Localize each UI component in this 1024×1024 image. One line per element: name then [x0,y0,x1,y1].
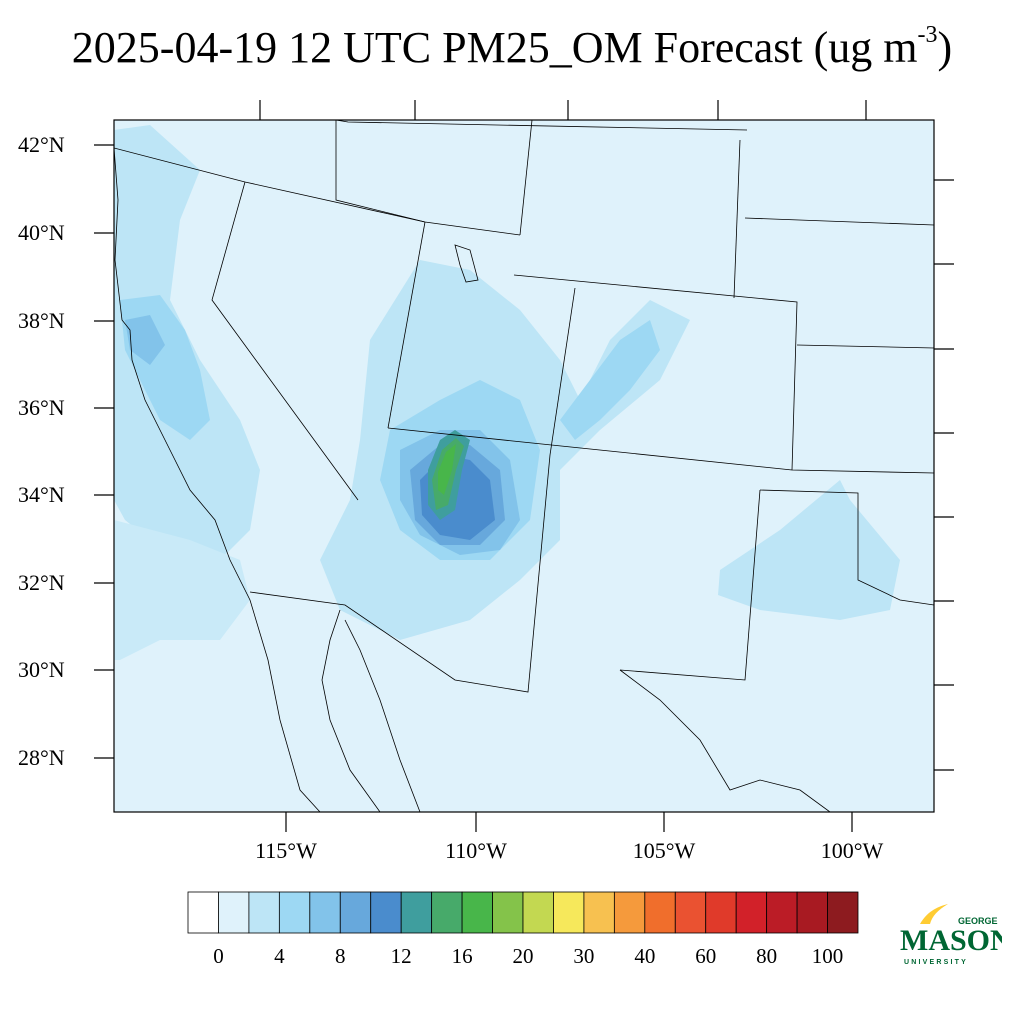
colorbar-swatch [278,891,311,934]
contour-6-colorado [560,320,660,440]
colorbar-swatch [400,891,433,934]
coastline-gulf-of-california [321,609,381,812]
plot-title-close: ) [937,23,953,72]
colorbar-swatch [431,891,463,934]
george-mason-logo: GEORGE MASON UNIVERSITY [900,904,1002,966]
rio-grande [619,669,831,812]
coastline [114,147,831,812]
boundary-ne-ks [733,139,741,299]
colorbar [187,891,859,934]
top-ticks [259,100,867,120]
left-ticks [94,144,114,759]
colorbar-swatch [644,891,676,934]
lat-label-36: 36°N [18,395,65,420]
boundary-ks-ok [796,344,934,349]
boundary-ca-nv [211,181,359,501]
colorbar-label: 8 [335,944,346,968]
colorbar-swatch [796,891,828,934]
colorbar-swatch [735,891,768,934]
boundary-wy [519,120,533,236]
colorbar-label: 20 [512,944,534,968]
boundary-sd-ne [744,217,934,226]
lat-label-30: 30°N [18,657,65,682]
contour-18-core [438,444,456,495]
boundary-nm-tx [249,454,551,693]
lat-label-38: 38°N [18,308,65,333]
colorbar-swatch [705,891,737,934]
lon-label-105w: 105°W [632,838,696,863]
colorbar-label: 0 [213,944,224,968]
logo-main-text: MASON [900,924,1002,957]
lon-label-110w: 110°W [445,838,507,863]
colorbar-swatch [248,891,280,934]
boundary-id-mt [335,120,426,223]
colorbar-swatch [187,891,219,934]
colorbar-swatch [218,891,250,934]
lon-label-100w: 100°W [820,838,884,863]
lat-label-32: 32°N [18,570,65,595]
colorbar-label: 4 [274,944,285,968]
colorbar-swatch [613,891,646,934]
colorbar-swatch [339,891,372,934]
boundary-ut-co [549,287,576,456]
colorbar-label: 30 [573,944,595,968]
contour-8-california [125,315,165,365]
boundary-tx-nm [619,489,761,681]
colorbar-label: 12 [390,944,412,968]
colorbar-swatch [583,891,615,934]
coastline-california [114,147,321,812]
colorbar-label: 100 [811,944,844,968]
colorbar-swatch [827,891,859,934]
plot-title-exponent: -3 [917,22,938,49]
right-ticks [934,179,954,771]
colorbar-swatch [766,891,798,934]
boundary-mt-wy [335,120,748,131]
plot-title-text: 2025-04-19 12 UTC PM25_OM Forecast (ug m [71,23,918,72]
boundary-nv-az-ut [387,221,426,429]
bottom-ticks [285,812,853,832]
colorbar-swatch [309,891,341,934]
coastline-baja-east [344,619,421,812]
colorbar-swatch [461,891,493,934]
map-frame [113,119,935,813]
lake-great-salt [454,244,479,283]
colorbar-swatch [370,891,402,934]
logo-bottom-text: UNIVERSITY [904,959,968,966]
boundary-ok-tx [759,489,934,606]
colorbar-label: 80 [756,944,778,968]
colorbar-swatch [553,891,585,934]
lat-label-40: 40°N [18,220,65,245]
colorbar-label: 60 [695,944,717,968]
colorbar-swatch [522,891,554,934]
colorbar-swatch [492,891,524,934]
colorbar-swatch [674,891,707,934]
logo-top-text: GEORGE [958,916,998,926]
contour-4-pacific [114,520,250,660]
plot-title: 2025-04-19 12 UTC PM25_OM Forecast (ug m… [0,22,1024,73]
lat-label-42: 42°N [18,132,65,157]
state-boundaries [114,120,934,693]
colorbar-label: 16 [451,944,473,968]
lat-label-34: 34°N [18,482,65,507]
boundary-wy-co [513,274,798,471]
contour-4-texas [718,480,900,620]
boundary-or-ca-nv [114,147,521,236]
colorbar-label: 40 [634,944,656,968]
concentration-field [114,125,900,660]
lat-label-28: 28°N [18,745,65,770]
lon-label-115w: 115°W [255,838,317,863]
logo-flame-icon [920,904,948,924]
